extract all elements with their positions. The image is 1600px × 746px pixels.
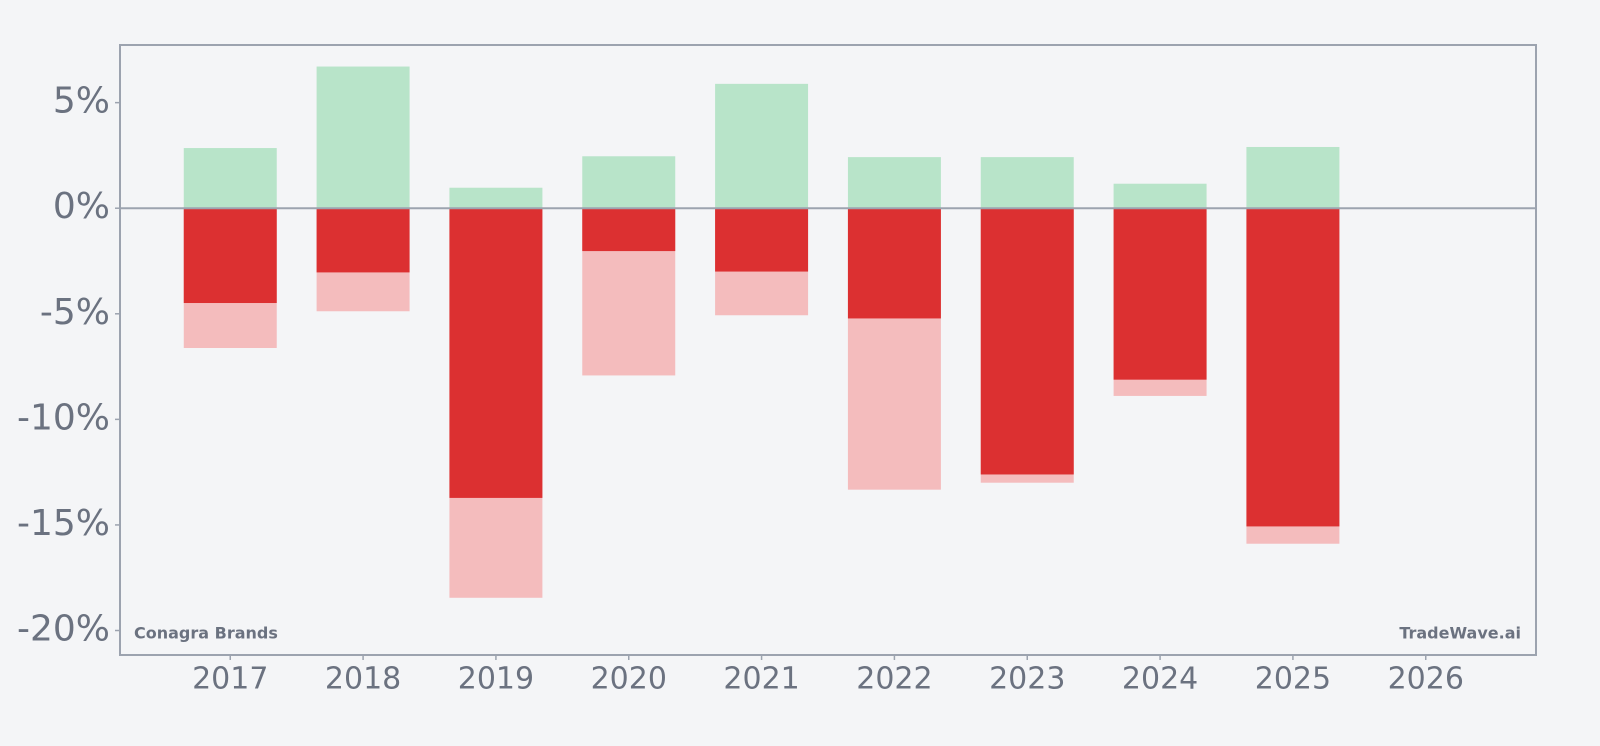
- x-tick-label: 2023: [989, 662, 1065, 697]
- bar: [582, 156, 676, 209]
- y-tick-label: -20%: [17, 609, 110, 650]
- bar: [1113, 208, 1207, 380]
- bar: [449, 208, 543, 498]
- x-tick-label: 2024: [1122, 662, 1198, 697]
- bar: [582, 208, 676, 252]
- bar: [183, 148, 277, 209]
- x-tick-label: 2017: [192, 662, 268, 697]
- x-tick-label: 2022: [856, 662, 932, 697]
- y-tick-label: 0%: [53, 186, 110, 227]
- annotation: Conagra Brands: [134, 624, 278, 643]
- y-tick-label: 5%: [53, 81, 110, 122]
- bar: [715, 83, 809, 209]
- y-tick-label: -10%: [17, 397, 110, 438]
- bar: [183, 208, 277, 304]
- bar: [1113, 183, 1207, 209]
- y-tick-label: -5%: [40, 292, 110, 333]
- bar: [847, 208, 941, 319]
- x-tick-label: 2025: [1255, 662, 1331, 697]
- bar: [715, 208, 809, 272]
- x-tick-label: 2020: [591, 662, 667, 697]
- bar: [980, 208, 1074, 475]
- bar: [316, 208, 410, 273]
- x-tick-label: 2021: [723, 662, 799, 697]
- bar: [316, 66, 410, 209]
- annotation: TradeWave.ai: [1399, 624, 1521, 643]
- bar: [449, 187, 543, 209]
- bar: [847, 157, 941, 209]
- bar: [980, 157, 1074, 209]
- x-tick-label: 2026: [1388, 662, 1464, 697]
- bar: [1246, 208, 1340, 527]
- plot-frame: [119, 44, 1537, 656]
- y-tick-label: -15%: [17, 503, 110, 544]
- bar: [1246, 146, 1340, 209]
- x-tick-label: 2018: [325, 662, 401, 697]
- x-tick-label: 2019: [458, 662, 534, 697]
